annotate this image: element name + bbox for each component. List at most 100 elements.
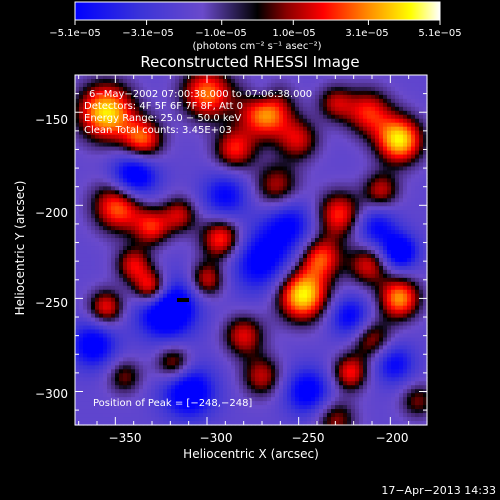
heatmap-cell (175, 154, 180, 160)
heatmap-cell (207, 86, 212, 92)
heatmap-cell (91, 106, 96, 112)
heatmap-cell (155, 285, 160, 291)
heatmap-cell (203, 90, 208, 96)
heatmap-cell (407, 150, 412, 156)
heatmap-cell (223, 226, 228, 231)
heatmap-cell (343, 146, 348, 152)
heatmap-cell (359, 154, 364, 160)
heatmap-cell (207, 273, 212, 279)
heatmap-cell (219, 289, 224, 295)
heatmap-cell (179, 138, 184, 144)
heatmap-cell (123, 86, 128, 92)
heatmap-cell (311, 257, 316, 263)
heatmap-cell (91, 178, 96, 183)
heatmap-cell (387, 190, 392, 195)
heatmap-cell (391, 222, 396, 227)
heatmap-cell (199, 106, 204, 112)
heatmap-cell (115, 174, 120, 180)
heatmap-cell (395, 146, 400, 152)
heatmap-cell (179, 210, 184, 215)
heatmap-cell (191, 242, 196, 247)
heatmap-cell (211, 194, 216, 199)
heatmap-cell (355, 210, 360, 215)
heatmap-cell (287, 297, 292, 303)
heatmap-cell (151, 174, 156, 180)
heatmap-cell (95, 94, 100, 100)
heatmap-cell (283, 222, 288, 227)
heatmap-cell (263, 210, 268, 215)
heatmap-cell (179, 202, 184, 207)
heatmap-cell (283, 174, 288, 180)
heatmap-cell (147, 178, 152, 183)
heatmap-cell (291, 210, 296, 215)
heatmap-cell (371, 182, 376, 187)
heatmap-cell (351, 166, 356, 172)
heatmap-cell (347, 154, 352, 160)
heatmap-cell (279, 230, 284, 235)
heatmap-cell (123, 138, 128, 144)
heatmap-cell (199, 102, 204, 108)
heatmap-cell (167, 238, 172, 243)
heatmap-cell (171, 154, 176, 160)
heatmap-cell (239, 134, 244, 140)
heatmap-cell (123, 194, 128, 199)
heatmap-cell (115, 142, 120, 148)
heatmap-cell (239, 265, 244, 271)
heatmap-cell (175, 253, 180, 259)
heatmap-cell (347, 146, 352, 152)
heatmap-cell (155, 214, 160, 219)
heatmap-cell (347, 122, 352, 128)
heatmap-cell (99, 277, 104, 283)
heatmap-cell (375, 142, 380, 148)
heatmap-cell (335, 226, 340, 231)
heatmap-cell (363, 142, 368, 148)
heatmap-cell (247, 194, 252, 199)
heatmap-cell (227, 257, 232, 263)
heatmap-cell (83, 75, 88, 80)
heatmap-cell (415, 222, 420, 227)
heatmap-cell (391, 94, 396, 100)
heatmap-cell (207, 142, 212, 148)
heatmap-cell (351, 82, 356, 88)
heatmap-cell (307, 134, 312, 140)
heatmap-cell (223, 250, 228, 255)
heatmap-cell (411, 194, 416, 199)
heatmap-cell (311, 170, 316, 176)
heatmap-cell (243, 102, 248, 108)
heatmap-cell (231, 138, 236, 144)
heatmap-cell (103, 78, 108, 84)
heatmap-cell (379, 75, 384, 80)
heatmap-cell (351, 230, 356, 235)
heatmap-cell (103, 214, 108, 219)
heatmap-cell (339, 146, 344, 152)
heatmap-cell (247, 78, 252, 84)
heatmap-cell (123, 242, 128, 247)
heatmap-cell (163, 202, 168, 207)
heatmap-cell (391, 150, 396, 156)
heatmap-cell (355, 273, 360, 279)
heatmap-cell (347, 174, 352, 180)
heatmap-cell (251, 126, 256, 132)
heatmap-cell (299, 182, 304, 187)
heatmap-cell (195, 94, 200, 100)
heatmap-cell (367, 130, 372, 136)
heatmap-cell (143, 94, 148, 100)
heatmap-cell (139, 94, 144, 100)
heatmap-cell (347, 94, 352, 100)
heatmap-cell (339, 230, 344, 235)
heatmap-cell (207, 190, 212, 195)
heatmap-cell (175, 98, 180, 104)
heatmap-cell (179, 226, 184, 231)
heatmap-cell (347, 78, 352, 84)
heatmap-cell (355, 114, 360, 120)
heatmap-cell (95, 246, 100, 251)
heatmap-cell (119, 106, 124, 112)
heatmap-cell (375, 174, 380, 180)
heatmap-cell (399, 142, 404, 148)
heatmap-cell (319, 285, 324, 291)
heatmap-cell (163, 134, 168, 140)
heatmap-cell (403, 281, 408, 287)
heatmap-cell (359, 190, 364, 195)
heatmap-cell (415, 75, 420, 80)
heatmap-cell (367, 265, 372, 271)
